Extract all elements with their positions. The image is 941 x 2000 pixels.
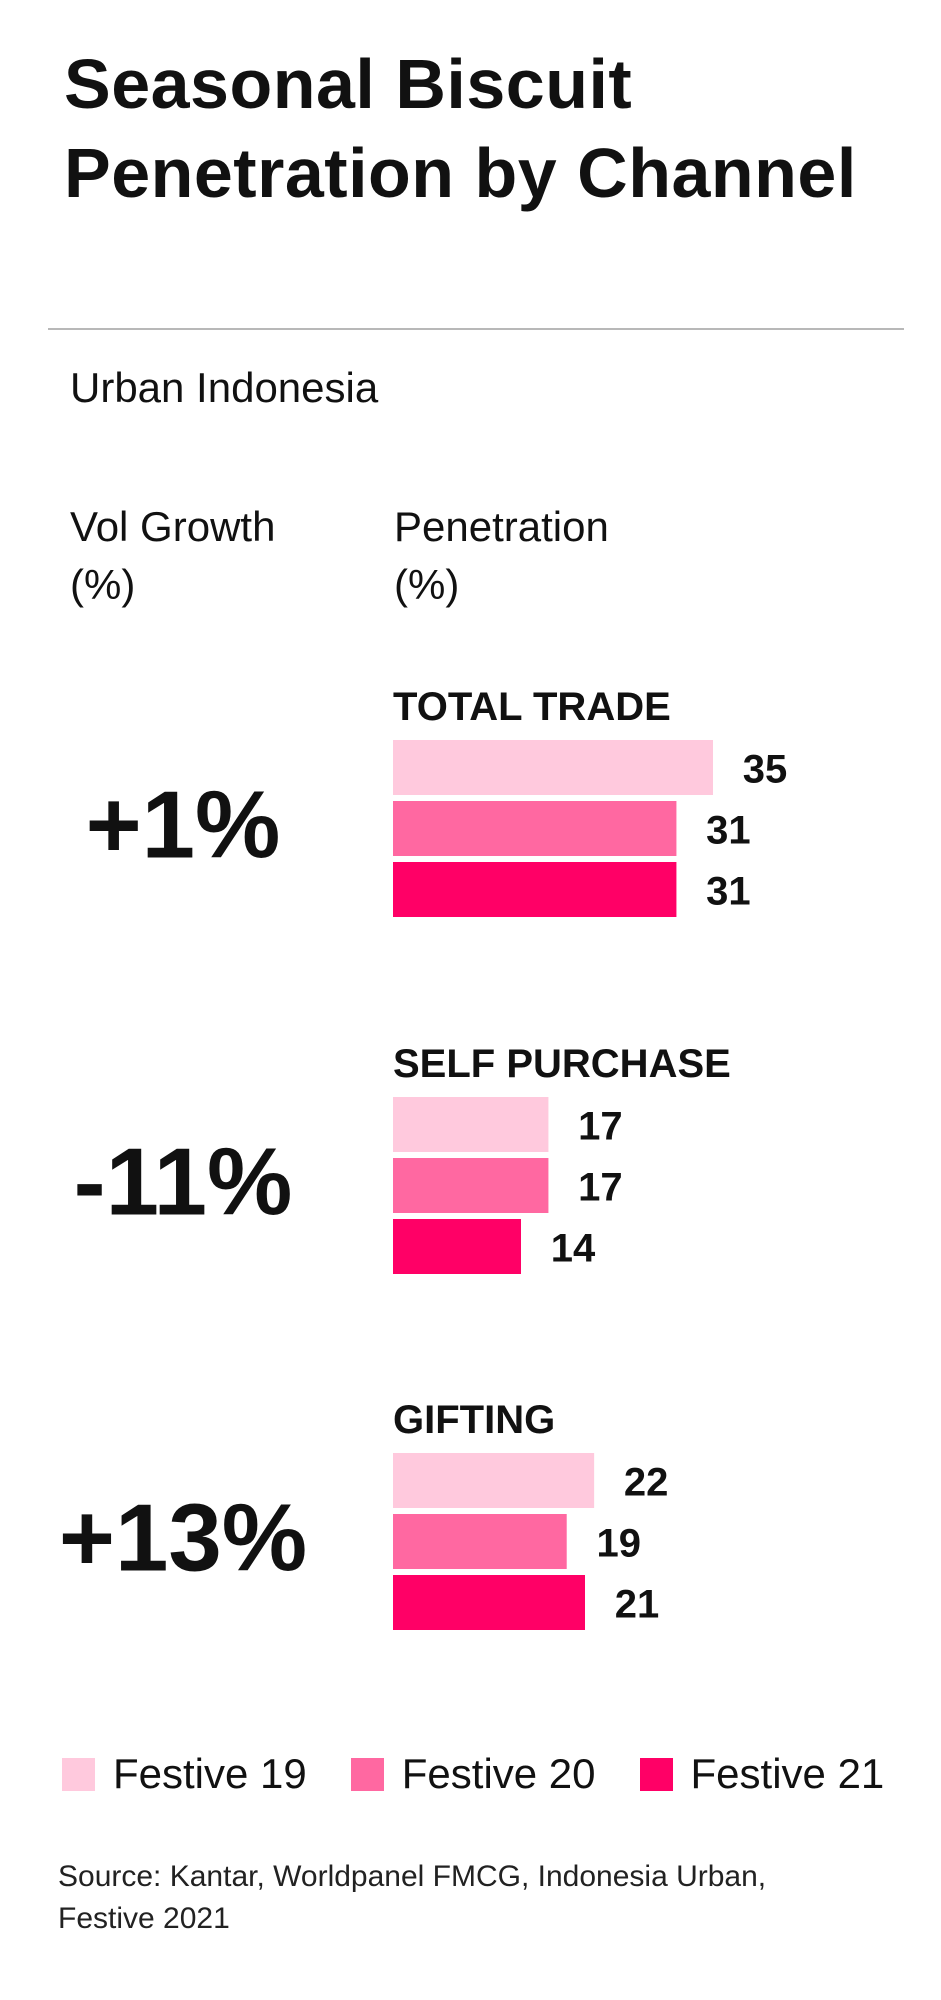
- bar-total-trade-festive-19: [393, 740, 713, 795]
- penetration-header-line2: (%): [394, 561, 460, 608]
- category-label-total-trade: TOTAL TRADE: [393, 685, 671, 729]
- data-label-gifting-festive-20: 19: [596, 1522, 641, 1566]
- data-label-gifting-festive-21: 21: [615, 1583, 660, 1627]
- vol-growth-header-line1: Vol Growth: [70, 503, 276, 550]
- bar-self-purchase-festive-20: [393, 1158, 549, 1213]
- data-label-total-trade-festive-21: 31: [706, 870, 751, 914]
- legend-label-festive-20: Festive 20: [401, 1750, 596, 1797]
- chart-title: Seasonal Biscuit Penetration by Channel: [64, 45, 857, 212]
- data-label-self-purchase-festive-20: 17: [578, 1166, 623, 1210]
- vol-growth-value-gifting: +13%: [59, 1485, 307, 1592]
- vol-growth-column-header: Vol Growth (%): [70, 498, 275, 614]
- data-label-self-purchase-festive-19: 17: [578, 1105, 623, 1149]
- data-label-gifting-festive-19: 22: [624, 1461, 669, 1505]
- bar-self-purchase-festive-21: [393, 1219, 521, 1274]
- legend-item-festive-20: Festive 20: [350, 1748, 596, 1800]
- category-label-gifting: GIFTING: [393, 1398, 555, 1442]
- legend-label-festive-19: Festive 19: [113, 1750, 307, 1797]
- penetration-column-header: Penetration (%): [394, 498, 609, 614]
- legend-swatch-festive-20: [350, 1757, 384, 1791]
- bar-gifting-festive-21: [393, 1575, 585, 1630]
- vol-growth-header-line2: (%): [70, 561, 136, 608]
- data-label-self-purchase-festive-21: 14: [551, 1227, 596, 1271]
- legend-item-festive-21: Festive 21: [639, 1748, 885, 1800]
- vol-growth-value-self-purchase: -11%: [74, 1129, 293, 1236]
- title-divider: [48, 328, 904, 330]
- category-label-self-purchase: SELF PURCHASE: [393, 1042, 731, 1086]
- legend-label-festive-21: Festive 21: [690, 1750, 885, 1797]
- chart-subtitle: Urban Indonesia: [70, 364, 379, 411]
- legend-swatch-festive-21: [639, 1757, 673, 1791]
- penetration-header-line1: Penetration: [394, 503, 609, 550]
- bar-self-purchase-festive-19: [393, 1097, 549, 1152]
- data-label-total-trade-festive-19: 35: [743, 748, 788, 792]
- legend-swatch-festive-19: [62, 1757, 95, 1791]
- bar-total-trade-festive-21: [393, 862, 677, 917]
- data-label-total-trade-festive-20: 31: [706, 809, 751, 853]
- vol-growth-value-total-trade: +1%: [86, 772, 281, 879]
- source-note: Source: Kantar, Worldpanel FMCG, Indones…: [58, 1860, 767, 1935]
- legend-item-festive-19: Festive 19: [62, 1748, 307, 1800]
- chart-legend: Festive 19 Festive 20 Festive 21: [62, 1748, 928, 1800]
- bar-gifting-festive-19: [393, 1453, 595, 1508]
- bar-gifting-festive-20: [393, 1514, 567, 1569]
- bar-total-trade-festive-20: [393, 801, 677, 856]
